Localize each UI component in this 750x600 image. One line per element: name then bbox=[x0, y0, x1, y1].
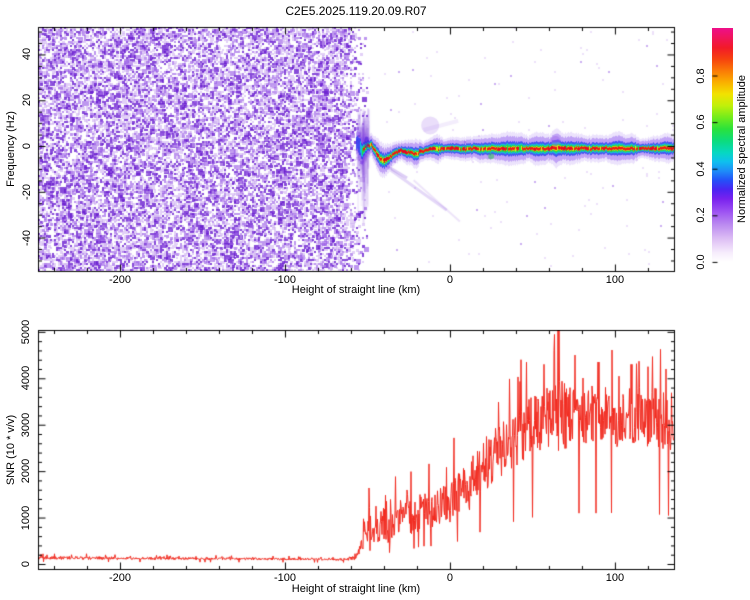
spectrogram-x-tick-label: 100 bbox=[605, 274, 625, 286]
snr-x-tick-label: -200 bbox=[108, 572, 131, 584]
colorbar-label: Normalized spectral amplitude bbox=[736, 75, 748, 223]
colorbar-tick-label: 0.2 bbox=[695, 207, 707, 223]
snr-y-tick-label: 4000 bbox=[20, 366, 32, 391]
spectrogram-y-tick-label: 20 bbox=[21, 94, 33, 107]
spectrogram-x-axis-label: Height of straight line (km) bbox=[291, 284, 421, 296]
snr-y-tick-label: 3000 bbox=[20, 412, 32, 437]
colorbar-tick-label: 0.8 bbox=[695, 67, 707, 84]
snr-y-tick-label: 1000 bbox=[20, 505, 32, 530]
snr-x-axis-label: Height of straight line (km) bbox=[291, 583, 421, 595]
snr-y-tick-label: 0 bbox=[20, 560, 32, 568]
snr-x-tick-label: 0 bbox=[446, 572, 454, 584]
spectrogram-x-tick-label: -100 bbox=[273, 274, 296, 286]
spectrogram-y-axis-label: Frequency (Hz) bbox=[5, 111, 17, 187]
spectrogram-y-tick-label: 0 bbox=[21, 142, 33, 150]
spectrogram-y-tick-label: 40 bbox=[21, 48, 33, 61]
colorbar-tick-label: 0.0 bbox=[695, 254, 707, 270]
spectrogram-x-tick-label: 0 bbox=[446, 274, 454, 286]
spectrogram-x-tick-label: -200 bbox=[108, 274, 131, 286]
spectrogram-y-tick-label: -40 bbox=[21, 229, 33, 246]
colorbar-tick-label: 0.4 bbox=[695, 161, 707, 177]
snr-x-tick-label: 100 bbox=[605, 572, 625, 584]
snr-y-axis-label: SNR (10 * v/v) bbox=[5, 414, 17, 486]
colorbar-tick-label: 0.6 bbox=[695, 114, 707, 130]
snr-y-tick-label: 5000 bbox=[20, 319, 32, 345]
snr-x-tick-label: -100 bbox=[273, 572, 296, 584]
spectrogram-y-tick-label: -20 bbox=[21, 183, 33, 200]
snr-y-tick-label: 2000 bbox=[20, 458, 32, 484]
